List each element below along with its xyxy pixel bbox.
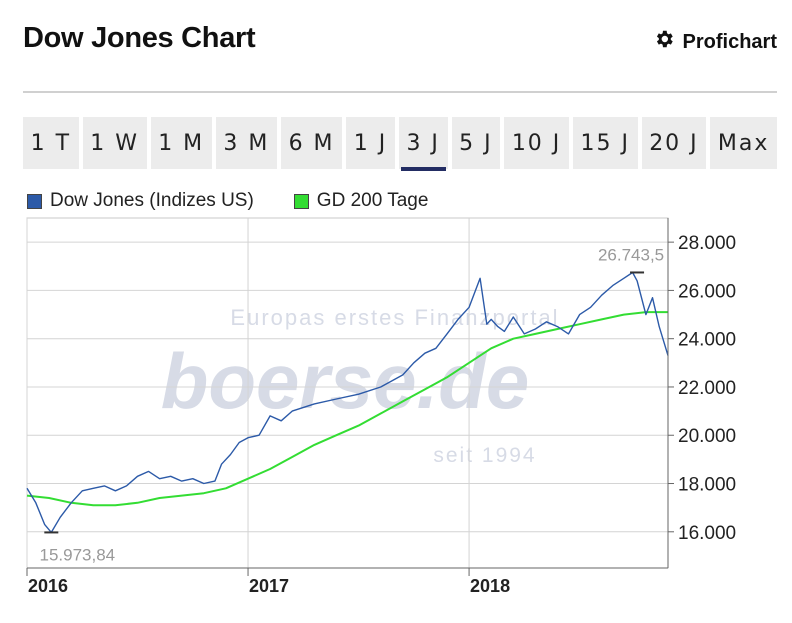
- series-line-gd200: [26, 311, 668, 507]
- y-tick-label: 20.000: [678, 426, 736, 447]
- tab-max[interactable]: Max: [710, 117, 777, 169]
- annotation-max: 26.743,5: [598, 245, 664, 264]
- watermark-since: seit 1994: [433, 444, 536, 467]
- tab-1-w[interactable]: 1 W: [82, 117, 147, 169]
- chart-header: Dow Jones Chart Profichart: [23, 22, 777, 62]
- chart-grid: [26, 217, 669, 569]
- annotation-min: 15.973,84: [39, 545, 115, 564]
- legend-item-gd200: GD 200 Tage: [293, 190, 429, 212]
- legend-swatch-dow-jones: [27, 193, 42, 209]
- x-tick-label: 2017: [249, 576, 289, 596]
- tab-1-t[interactable]: 1 T: [23, 117, 79, 169]
- x-tick-label: 2018: [470, 576, 510, 596]
- chart-legend: Dow Jones (Indizes US) GD 200 Tage: [27, 190, 428, 212]
- tab-20-j[interactable]: 20 J: [641, 117, 707, 169]
- chart-series: [26, 271, 669, 534]
- header-divider: [23, 91, 777, 93]
- tab-1-m[interactable]: 1 M: [150, 117, 212, 169]
- watermark-brand: boerse.de: [161, 337, 529, 425]
- y-tick-label: 26.000: [678, 281, 736, 302]
- legend-item-dow-jones: Dow Jones (Indizes US): [27, 190, 254, 212]
- tab-15-j[interactable]: 15 J: [572, 117, 638, 169]
- tab-5-j[interactable]: 5 J: [451, 117, 501, 169]
- y-tick-label: 22.000: [678, 378, 736, 399]
- gear-icon: [653, 28, 675, 56]
- x-tick-label: 2016: [28, 576, 68, 596]
- tab-1-j[interactable]: 1 J: [346, 117, 395, 169]
- series-line-dow-jones: [26, 271, 669, 534]
- y-tick-label: 16.000: [678, 523, 736, 544]
- chart-axes: 16.000 18.000 20.000 22.000 24.000 26.000 28.0…: [26, 218, 736, 596]
- tab-10-j[interactable]: 10 J: [504, 117, 569, 169]
- legend-label-gd200: GD 200 Tage: [316, 190, 429, 211]
- tab-6-m[interactable]: 6 M: [280, 117, 343, 169]
- profichart-button[interactable]: Profichart: [653, 28, 777, 56]
- legend-label-dow-jones: Dow Jones (Indizes US): [50, 190, 254, 211]
- watermark-tagline: Europas erstes Finanzportal: [230, 305, 559, 330]
- tab-3-m[interactable]: 3 M: [215, 117, 277, 169]
- chart-annotations: 26.743,5 15.973,84: [39, 245, 664, 564]
- page-title: Dow Jones Chart: [23, 22, 256, 54]
- boerse-watermark: Europas erstes Finanzportal boerse.de se…: [161, 305, 559, 467]
- y-tick-label: 28.000: [678, 233, 736, 254]
- y-tick-label: 18.000: [678, 475, 736, 496]
- y-tick-label: 24.000: [678, 330, 736, 351]
- tab-3-j[interactable]: 3 J: [398, 117, 448, 171]
- profichart-label: Profichart: [682, 30, 777, 53]
- legend-swatch-gd200: [293, 193, 309, 209]
